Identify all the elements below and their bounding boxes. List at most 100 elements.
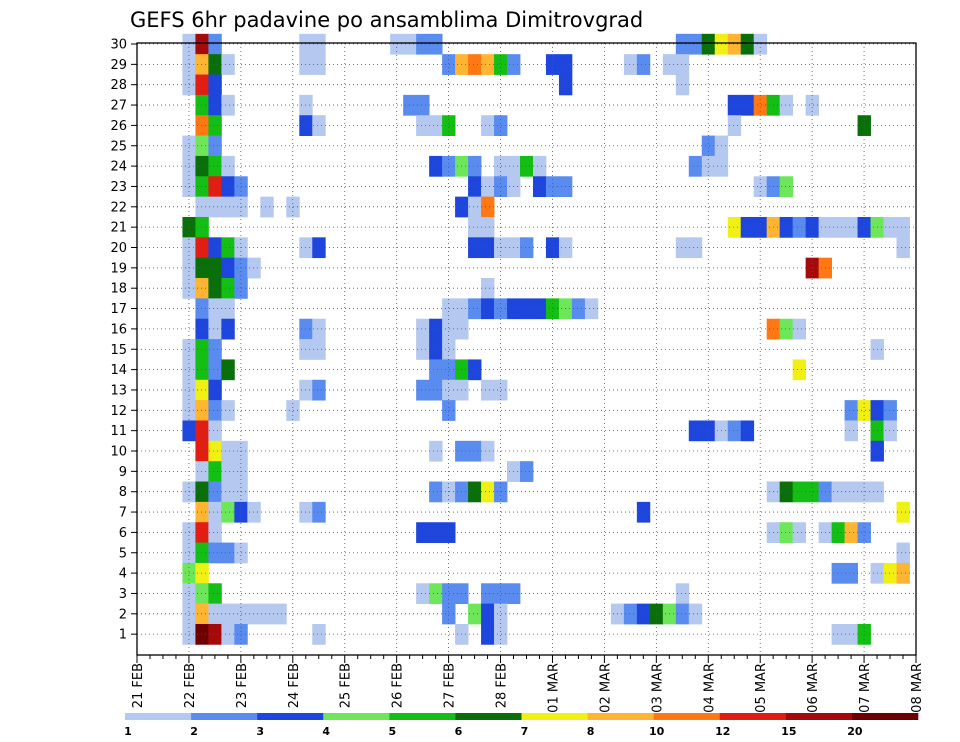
heatmap-cell: [195, 440, 209, 462]
heatmap-cell: [779, 176, 794, 198]
heatmap-cell: [221, 359, 235, 381]
heatmap-cell: [221, 440, 235, 462]
heatmap-cell: [883, 420, 897, 442]
heatmap-cell: [442, 339, 456, 360]
heatmap-cell: [208, 420, 222, 442]
y-tick-label: 18: [110, 282, 127, 297]
colorbar-label: 3: [256, 725, 264, 738]
heatmap-cell: [273, 603, 287, 625]
heatmap-cell: [883, 400, 897, 421]
heatmap-cell: [195, 115, 209, 136]
heatmap-cell: [208, 623, 222, 645]
heatmap-cell: [688, 33, 703, 55]
heatmap-cell: [494, 583, 508, 605]
y-tick-label: 2: [119, 607, 127, 622]
heatmap-cell: [429, 318, 443, 340]
heatmap-cell: [208, 237, 222, 259]
heatmap-cell: [636, 501, 651, 523]
heatmap-cell: [221, 481, 235, 503]
heatmap-cell: [494, 54, 508, 75]
heatmap-cell: [623, 54, 638, 75]
colorbar-segment: [653, 713, 721, 720]
heatmap-cell: [636, 603, 651, 625]
heatmap-cell: [312, 623, 326, 645]
heatmap-cell: [208, 298, 222, 320]
heatmap-cell: [896, 216, 910, 238]
heatmap-cell: [442, 54, 456, 75]
heatmap-cell: [857, 623, 871, 645]
heatmap-cell: [844, 481, 858, 503]
heatmap-cell: [494, 176, 508, 198]
x-tick-label: 07 MAR: [858, 663, 873, 713]
heatmap-cell: [195, 135, 209, 157]
heatmap-cell: [429, 155, 443, 177]
heatmap-cell: [545, 54, 560, 75]
heatmap-cell: [805, 257, 820, 279]
x-tick-label: 03 MAR: [650, 663, 665, 713]
heatmap-cell: [312, 54, 326, 75]
y-tick-label: 3: [119, 587, 127, 602]
colorbar-label: 4: [322, 725, 330, 738]
heatmap-cell: [727, 420, 742, 442]
heatmap-cell: [221, 298, 235, 320]
heatmap-cell: [701, 155, 716, 177]
colorbar-segment: [125, 713, 192, 720]
heatmap-cell: [740, 33, 755, 55]
heatmap-cell: [792, 216, 807, 238]
heatmap-cell: [195, 359, 209, 381]
y-tick-label: 22: [110, 200, 127, 215]
heatmap-cell: [208, 359, 222, 381]
heatmap-cell: [844, 216, 858, 238]
colorbar-label: 6: [455, 725, 463, 738]
heatmap-cell: [494, 603, 508, 625]
heatmap-cell: [416, 33, 430, 55]
y-tick-label: 29: [110, 58, 127, 73]
y-tick-label: 4: [119, 567, 127, 582]
x-tick-label: 23 FEB: [235, 663, 250, 708]
y-tick-label: 20: [110, 241, 127, 256]
colorbar-label: 7: [521, 725, 529, 738]
heatmap-cell: [442, 583, 456, 605]
heatmap-cell: [468, 298, 482, 320]
heatmap-cell: [481, 216, 495, 238]
heatmap-cell: [221, 176, 235, 198]
heatmap-cell: [208, 115, 222, 136]
heatmap-cell: [468, 216, 482, 238]
x-tick-label: 27 FEB: [443, 663, 458, 708]
heatmap-cell: [468, 176, 482, 198]
heatmap-cell: [844, 400, 858, 421]
heatmap-cell: [701, 420, 716, 442]
heatmap-cell: [208, 155, 222, 177]
heatmap-cell: [896, 542, 910, 564]
heatmap-cell: [727, 33, 742, 55]
heatmap-cell: [896, 501, 910, 523]
x-tick-label: 06 MAR: [806, 663, 821, 713]
heatmap-cell: [753, 33, 768, 55]
heatmap-cell: [195, 278, 209, 299]
heatmap-cell: [779, 318, 794, 340]
heatmap-cell: [208, 257, 222, 279]
heatmap-cell: [532, 298, 547, 320]
heatmap-cell: [675, 603, 690, 625]
heatmap-cell: [195, 298, 209, 320]
heatmap-cell: [688, 155, 703, 177]
heatmap-cell: [195, 176, 209, 198]
heatmap-cell: [675, 74, 690, 96]
heatmap-cell: [727, 216, 742, 238]
heatmap-cell: [208, 33, 222, 55]
heatmap-cell: [416, 339, 430, 360]
heatmap-cell: [831, 522, 845, 543]
heatmap-cell: [416, 583, 430, 605]
heatmap-cell: [429, 359, 443, 381]
y-tick-label: 8: [119, 485, 127, 500]
heatmap-cell: [208, 379, 222, 401]
heatmap-cell: [481, 115, 495, 136]
heatmap-cell: [221, 501, 235, 523]
heatmap-cell: [520, 461, 534, 482]
heatmap-cell: [468, 54, 482, 75]
heatmap-cell: [416, 318, 430, 340]
heatmap-cell: [416, 379, 430, 401]
heatmap-cell: [805, 94, 820, 116]
heatmap-cell: [195, 196, 209, 218]
y-tick-label: 7: [119, 506, 127, 521]
